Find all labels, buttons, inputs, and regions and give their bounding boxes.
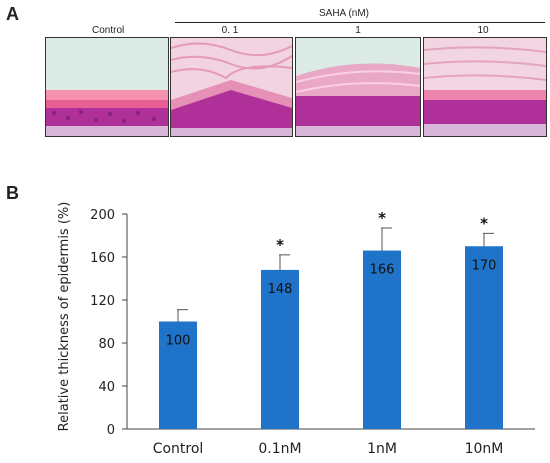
micrograph-10 [423,37,547,137]
x-tick-label-0.1nM: 0.1nM [258,441,301,457]
bar-10nM [465,246,503,429]
saha-group-label: SAHA (nM) [319,8,370,19]
micrograph-control [45,37,169,137]
bar-Control [159,321,197,429]
bar-1nM [363,250,401,429]
significance-marker-0.1nM: * [276,236,284,254]
x-tick-label-10nM: 10nM [465,441,504,457]
micrograph-control-image [46,38,168,136]
data-label-Control: 100 [166,334,191,349]
significance-marker-1nM: * [378,209,386,227]
y-tick-label: 80 [98,337,115,352]
y-tick-label: 0 [107,423,115,438]
micrograph-0.1-image [171,38,292,136]
x-tick-label-Control: Control [153,441,204,457]
control-column-label: Control [92,25,125,36]
micrograph-0.1 [170,37,293,137]
y-tick-label: 160 [90,251,115,266]
y-axis-label: Relative thickness of epidermis (%) [57,202,72,432]
concentration-label-10: 10 [477,25,489,36]
bar-0.1nM [261,269,299,429]
panel-b-letter: B [6,183,19,203]
data-label-1nM: 166 [370,263,395,278]
data-label-10nM: 170 [472,258,497,273]
concentration-label-0.1: 0. 1 [221,25,239,36]
y-tick-label: 40 [98,380,115,395]
panel-a-letter: A [6,4,19,24]
data-label-0.1nM: 148 [268,282,293,297]
saha-group-bracket-line [175,22,545,23]
significance-marker-10nM: * [480,214,488,232]
y-tick-label: 200 [90,208,115,223]
micrograph-1-image [296,38,420,136]
concentration-label-1: 1 [355,25,361,36]
y-tick-label: 120 [90,294,115,309]
micrograph-1 [295,37,421,137]
micrograph-10-image [424,38,546,136]
x-tick-label-1nM: 1nM [367,441,397,457]
